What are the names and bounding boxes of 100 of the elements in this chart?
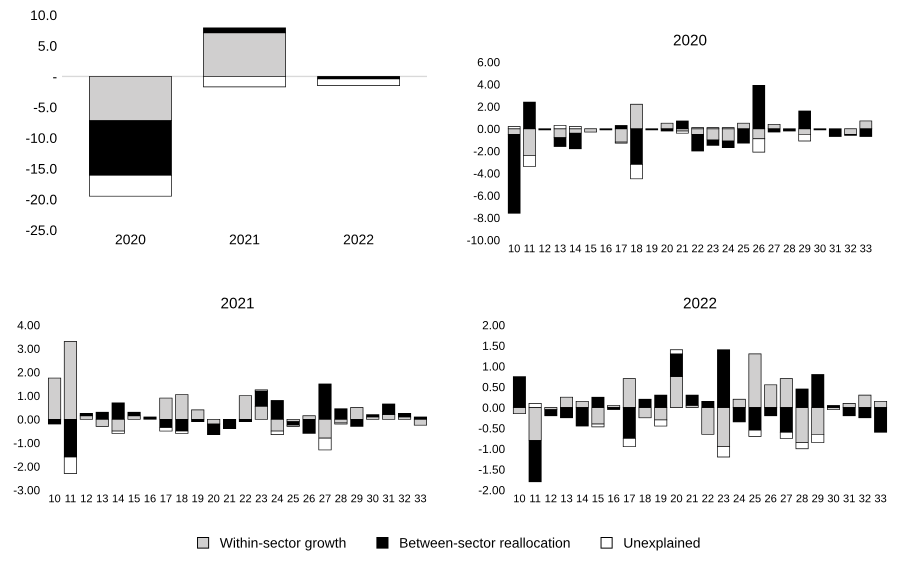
y-tick-label: -3.00 — [14, 486, 40, 494]
bar — [366, 414, 380, 418]
x-tick-label: 2022 — [344, 234, 374, 244]
bar — [768, 128, 780, 132]
y-tick-label: 1.00 — [18, 392, 40, 400]
x-tick-label: 28 — [784, 244, 796, 252]
y-tick-label: -0.50 — [478, 424, 505, 433]
y-tick-label: 2.00 — [482, 321, 505, 330]
y-tick-label: -10.00 — [467, 236, 500, 244]
bar — [676, 120, 689, 130]
x-tick-label: 10 — [514, 494, 526, 502]
x-tick-label: 16 — [144, 494, 156, 502]
y-tick-label: 1.00 — [483, 362, 505, 371]
x-tick-label: 31 — [843, 494, 855, 502]
y-tick-label: 5.0 — [38, 41, 57, 51]
y-tick-label: -8.00 — [474, 214, 500, 222]
bar — [614, 128, 628, 142]
bar — [317, 78, 400, 86]
x-tick-label: 10 — [508, 244, 520, 252]
legend-label: Within-sector growth — [220, 538, 346, 550]
x-tick-label: 32 — [844, 244, 856, 252]
x-tick-label: 25 — [749, 494, 761, 502]
x-tick-label: 13 — [554, 244, 566, 252]
chart-title: 2022 — [684, 298, 716, 308]
bar — [569, 126, 582, 130]
x-tick-label: 18 — [640, 494, 651, 502]
x-tick-label: 14 — [112, 494, 124, 502]
x-tick-label: 17 — [160, 494, 172, 502]
bar — [191, 410, 204, 420]
x-tick-label: 24 — [272, 494, 284, 502]
x-tick-label: 11 — [524, 244, 535, 252]
x-tick-label: 19 — [646, 244, 658, 252]
y-tick-label: -4.00 — [474, 169, 500, 178]
x-tick-label: 19 — [192, 494, 204, 502]
bar — [569, 132, 582, 150]
x-tick-label: 21 — [686, 494, 698, 502]
y-tick-label: -6.00 — [474, 192, 500, 200]
x-tick-label: 14 — [570, 244, 582, 252]
x-tick-label: 12 — [81, 494, 92, 502]
x-tick-label: 26 — [303, 494, 315, 502]
x-tick-label: 17 — [624, 494, 635, 502]
x-tick-label: 10 — [49, 494, 60, 502]
x-tick-label: 22 — [240, 494, 252, 502]
x-tick-label: 16 — [608, 494, 620, 502]
x-tick-label: 21 — [676, 244, 688, 252]
x-tick-label: 12 — [539, 244, 550, 252]
x-tick-label: 19 — [655, 494, 666, 502]
x-tick-label: 33 — [860, 244, 872, 252]
y-tick-label: -25.0 — [26, 225, 57, 236]
x-tick-label: 29 — [812, 494, 824, 502]
bar — [398, 413, 412, 418]
x-tick-label: 31 — [829, 244, 841, 252]
x-tick-label: 26 — [765, 494, 776, 502]
y-tick-label: 3.00 — [18, 344, 40, 353]
x-tick-label: 12 — [545, 494, 556, 502]
y-tick-label: 0.50 — [482, 382, 505, 392]
y-tick-label: 2.00 — [478, 102, 500, 111]
x-tick-label: 27 — [780, 494, 792, 502]
x-tick-label: 30 — [828, 494, 840, 502]
bar — [302, 418, 316, 434]
y-tick-label: 4.00 — [17, 321, 40, 330]
x-tick-label: 27 — [768, 244, 780, 252]
x-tick-label: 29 — [351, 494, 362, 502]
x-tick-label: 24 — [722, 244, 734, 252]
y-tick-label: -15.0 — [26, 164, 57, 174]
bar — [828, 128, 842, 137]
x-tick-label: 15 — [592, 494, 604, 502]
y-tick-label: -1.00 — [14, 438, 40, 448]
y-tick-label: - — [53, 77, 57, 78]
x-tick-label: 33 — [414, 494, 426, 502]
y-tick-label: 0.00 — [482, 404, 505, 412]
x-tick-label: 23 — [707, 244, 719, 252]
x-tick-label: 31 — [382, 494, 394, 502]
x-tick-label: 25 — [288, 494, 299, 502]
x-tick-label: 15 — [585, 244, 596, 252]
x-tick-label: 24 — [734, 494, 746, 502]
y-tick-label: 0.00 — [18, 415, 40, 424]
x-tick-label: 30 — [366, 494, 378, 502]
chart-title: 2021 — [221, 298, 254, 308]
x-tick-label: 27 — [319, 494, 331, 502]
x-tick-label: 11 — [530, 494, 540, 502]
y-tick-label: -1.00 — [478, 444, 505, 454]
x-tick-label: 13 — [561, 494, 572, 502]
y-tick-label: -1.50 — [478, 465, 505, 474]
legend-label: Unexplained — [624, 538, 700, 550]
bar — [544, 409, 558, 416]
y-tick-label: 6.00 — [478, 58, 500, 66]
bar — [222, 418, 236, 430]
x-tick-label: 23 — [718, 494, 730, 502]
x-tick-label: 16 — [600, 244, 612, 252]
bar — [143, 416, 157, 420]
bar — [584, 128, 597, 132]
x-tick-label: 17 — [616, 244, 627, 252]
x-tick-label: 21 — [224, 494, 236, 502]
x-tick-label: 14 — [576, 494, 588, 502]
x-tick-label: 18 — [176, 494, 188, 502]
y-tick-label: -2.00 — [14, 462, 40, 471]
x-tick-label: 22 — [692, 244, 704, 252]
x-tick-label: 2020 — [116, 234, 146, 244]
y-tick-label: 4.00 — [477, 80, 500, 89]
